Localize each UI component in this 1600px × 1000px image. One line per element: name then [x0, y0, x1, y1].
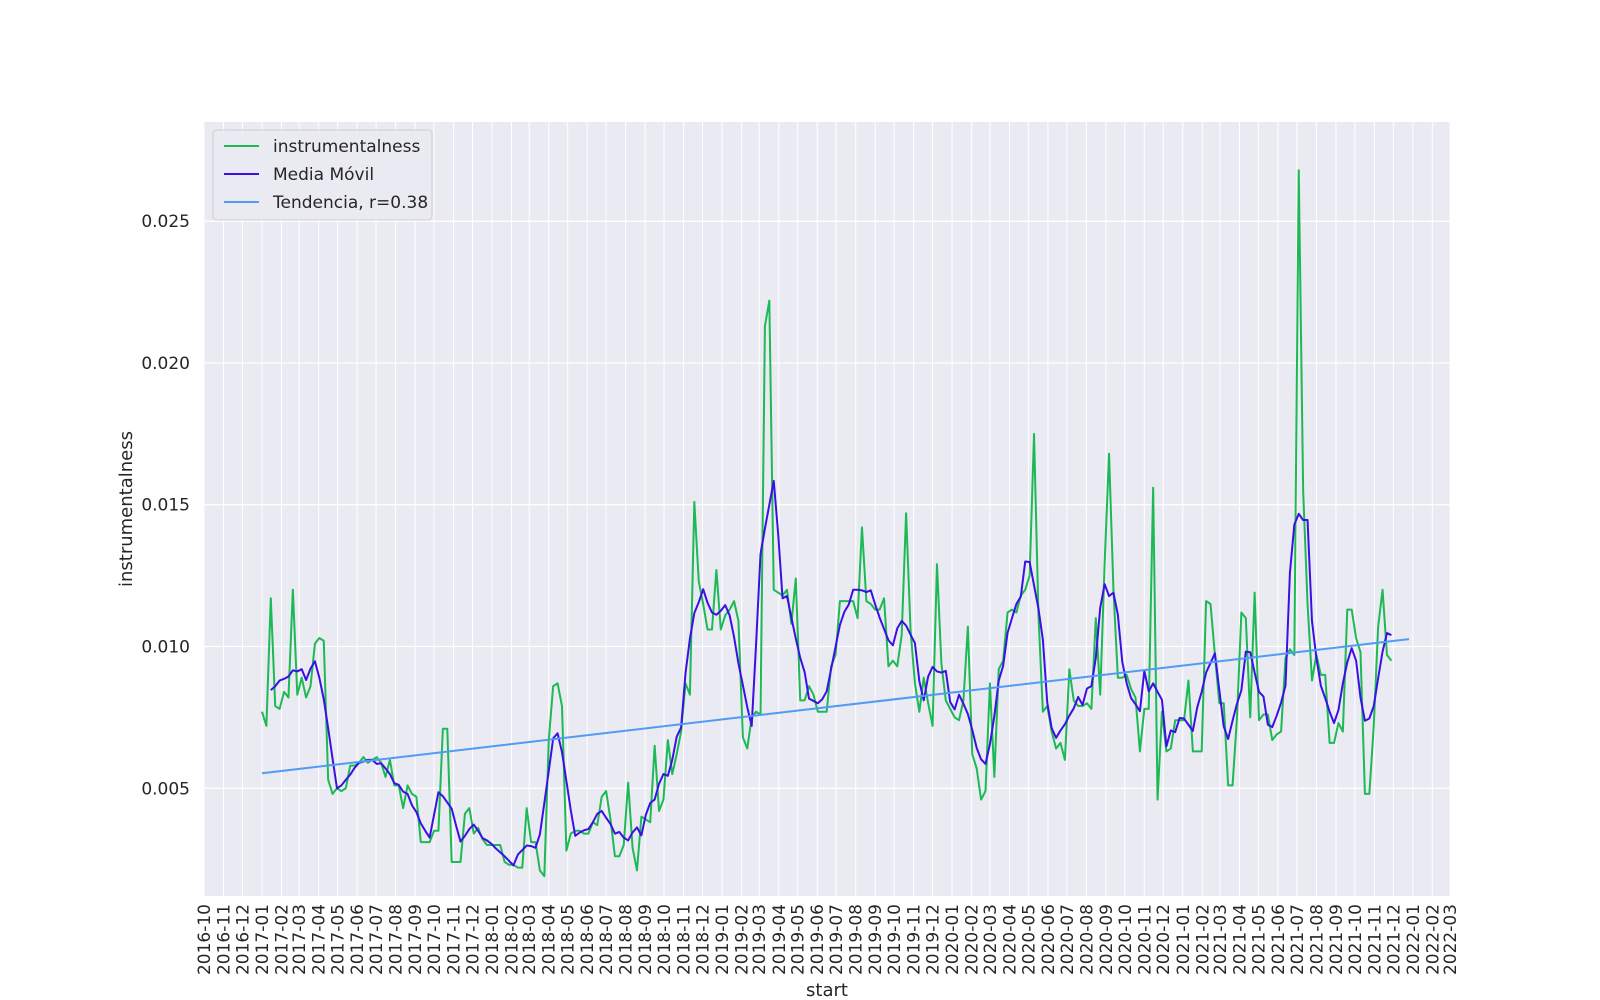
x-tick-label: 2022-01: [1404, 904, 1424, 975]
x-tick-label: 2018-06: [578, 904, 598, 975]
series-line-trend: [261, 638, 1410, 775]
y-axis-title: instrumentalness: [116, 431, 137, 587]
x-tick-label: 2021-10: [1346, 904, 1366, 975]
x-tick-label: 2020-07: [1058, 904, 1078, 975]
x-tick-label: 2019-10: [885, 904, 905, 975]
legend-label-moving-average: Media Móvil: [273, 165, 374, 185]
series-line-instrumentalness: [261, 169, 1393, 878]
x-tick-label: 2020-03: [981, 904, 1001, 975]
x-tick-label: 2021-05: [1249, 904, 1269, 975]
x-tick-label: 2017-10: [425, 904, 445, 975]
x-tick-label: 2018-08: [617, 904, 637, 975]
x-tick-label: 2020-10: [1116, 904, 1136, 975]
x-tick-label: 2019-06: [808, 904, 828, 975]
x-tick-label: 2017-06: [348, 904, 368, 975]
plot-background: [204, 122, 1450, 896]
x-tick-label: 2021-09: [1327, 904, 1347, 975]
y-tick-label: 0.010: [141, 638, 190, 658]
legend-box: [212, 129, 433, 221]
x-tick-label: 2018-10: [655, 904, 675, 975]
x-tick-label: 2017-12: [463, 904, 483, 975]
x-tick-label: 2021-02: [1193, 904, 1213, 975]
x-axis-title: start: [806, 980, 848, 1000]
x-tick-label: 2020-12: [1154, 904, 1174, 975]
y-tick-label: 0.005: [141, 779, 190, 799]
grid-lines: [203, 122, 1451, 896]
x-tick-label: 2018-04: [540, 904, 560, 975]
x-tick-label: 2017-02: [273, 904, 293, 975]
y-tick-label: 0.020: [141, 354, 190, 374]
y-tick-label: 0.025: [141, 212, 190, 232]
x-tick-label: 2017-09: [406, 904, 426, 975]
legend-label-trend: Tendencia, r=0.38: [272, 193, 428, 213]
legend: instrumentalness Media Móvil Tendencia, …: [212, 129, 433, 221]
x-tick-label: 2019-12: [924, 904, 944, 975]
x-tick-label: 2019-02: [733, 904, 753, 975]
x-tick-label: 2017-08: [387, 904, 407, 975]
x-tick-label: 2017-05: [329, 904, 349, 975]
x-tick-label: 2017-11: [445, 904, 465, 975]
x-tick-label: 2021-07: [1288, 904, 1308, 975]
series-layer: [261, 169, 1410, 878]
x-tick-label: 2020-05: [1019, 904, 1039, 975]
x-tick-label: 2018-11: [675, 904, 695, 975]
x-tick-label: 2019-01: [713, 904, 733, 975]
x-tick-label: 2019-08: [847, 904, 867, 975]
x-tick-label: 2018-03: [520, 904, 540, 975]
x-tick-label: 2021-11: [1365, 904, 1385, 975]
x-tick-label: 2021-06: [1269, 904, 1289, 975]
x-tick-label: 2021-01: [1174, 904, 1194, 975]
series-line-moving-average: [270, 479, 1392, 867]
x-tick-label: 2022-03: [1441, 904, 1461, 975]
x-tick-label: 2020-06: [1039, 904, 1059, 975]
x-tick-label: 2020-01: [943, 904, 963, 975]
x-tick-label: 2019-11: [905, 904, 925, 975]
x-tick-label: 2021-12: [1384, 904, 1404, 975]
x-tick-label: 2021-03: [1211, 904, 1231, 975]
x-tick-label: 2019-05: [789, 904, 809, 975]
x-tick-label: 2019-09: [866, 904, 886, 975]
x-tick-label: 2019-07: [827, 904, 847, 975]
y-tick-label: 0.015: [141, 496, 190, 516]
x-tick-label: 2019-04: [770, 904, 790, 975]
x-tick-label: 2020-08: [1077, 904, 1097, 975]
x-tick-label: 2020-04: [1000, 904, 1020, 975]
x-tick-label: 2021-08: [1307, 904, 1327, 975]
x-tick-label: 2020-11: [1135, 904, 1155, 975]
x-tick-label: 2016-10: [195, 904, 215, 975]
x-tick-label: 2017-07: [367, 904, 387, 975]
x-tick-label: 2018-05: [559, 904, 579, 975]
x-tick-label: 2018-01: [483, 904, 503, 975]
x-tick-label: 2020-02: [963, 904, 983, 975]
x-tick-label: 2018-07: [597, 904, 617, 975]
x-tick-label: 2018-02: [503, 904, 523, 975]
legend-label-instrumentalness: instrumentalness: [273, 137, 420, 157]
x-tick-label: 2017-01: [253, 904, 273, 975]
x-tick-label: 2017-04: [310, 904, 330, 975]
x-tick-label: 2018-12: [694, 904, 714, 975]
x-tick-label: 2016-12: [233, 904, 253, 975]
x-tick-label: 2022-02: [1423, 904, 1443, 975]
y-tick-labels: 0.005 0.010 0.015 0.020 0.025: [141, 212, 190, 799]
x-tick-label: 2017-03: [290, 904, 310, 975]
x-tick-label: 2016-11: [215, 904, 235, 975]
x-tick-label: 2019-03: [750, 904, 770, 975]
x-tick-label: 2020-09: [1097, 904, 1117, 975]
x-tick-label: 2021-04: [1230, 904, 1250, 975]
x-tick-label: 2018-09: [636, 904, 656, 975]
